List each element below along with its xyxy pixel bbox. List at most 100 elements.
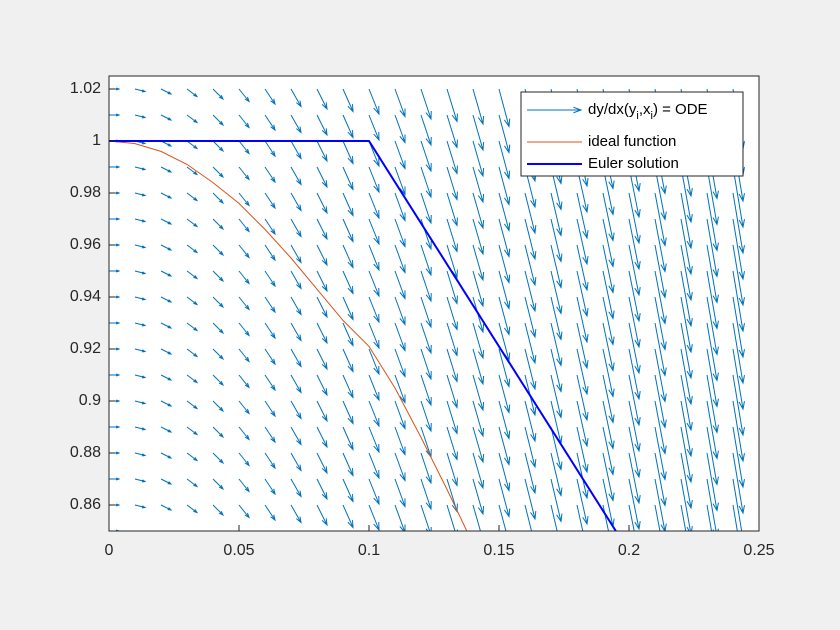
quiver-arrow bbox=[706, 192, 719, 252]
legend-label: dy/dx(yi,xi) = ODE bbox=[588, 101, 708, 122]
quiver-arrow bbox=[342, 504, 354, 529]
quiver-arrow bbox=[550, 348, 563, 393]
quiver-arrow bbox=[212, 452, 225, 465]
quiver-arrow bbox=[680, 452, 693, 510]
quiver-arrow bbox=[576, 374, 589, 422]
quiver-arrow bbox=[680, 374, 693, 432]
quiver-arrow bbox=[472, 140, 485, 178]
quiver-arrow bbox=[212, 166, 225, 179]
quiver-arrow bbox=[186, 426, 199, 436]
quiver-arrow bbox=[654, 244, 667, 299]
quiver-arrow bbox=[316, 452, 328, 475]
quiver-arrow bbox=[316, 192, 328, 215]
quiver-arrow bbox=[446, 348, 458, 383]
quiver-arrow bbox=[290, 426, 302, 446]
quiver-arrow bbox=[524, 348, 537, 391]
quiver-arrow bbox=[134, 504, 147, 509]
quiver-arrow bbox=[524, 244, 537, 287]
quiver-arrow bbox=[394, 218, 406, 248]
quiver-arrow bbox=[290, 452, 302, 472]
quiver-arrow bbox=[628, 400, 641, 453]
quiver-arrow bbox=[421, 530, 422, 531]
quiver-arrow bbox=[316, 322, 328, 345]
quiver-arrow bbox=[446, 114, 458, 149]
quiver-arrow bbox=[446, 400, 458, 435]
y-tick-label: 0.88 bbox=[70, 444, 101, 461]
quiver-arrow bbox=[576, 348, 589, 396]
quiver-arrow bbox=[238, 270, 250, 285]
quiver-arrow bbox=[134, 114, 147, 119]
quiver-arrow bbox=[576, 426, 589, 474]
quiver-arrow bbox=[472, 504, 481, 531]
quiver-arrow bbox=[628, 374, 641, 427]
quiver-arrow bbox=[472, 478, 485, 516]
quiver-arrow bbox=[394, 270, 406, 300]
quiver-arrow bbox=[290, 140, 302, 160]
quiver-arrow bbox=[602, 426, 615, 476]
quiver-arrow bbox=[524, 322, 537, 365]
quiver-arrow bbox=[551, 530, 552, 531]
quiver-arrow bbox=[212, 88, 225, 101]
quiver-arrow bbox=[654, 504, 661, 531]
quiver-arrow bbox=[212, 192, 225, 205]
quiver-arrow bbox=[654, 478, 667, 531]
quiver-arrow bbox=[160, 88, 173, 95]
quiver-arrow bbox=[654, 348, 667, 403]
quiver-arrow bbox=[394, 114, 406, 144]
quiver-arrow bbox=[550, 192, 563, 237]
y-tick-label: 1.02 bbox=[70, 80, 101, 97]
legend-label: ideal function bbox=[588, 133, 676, 150]
quiver-arrow bbox=[420, 244, 432, 277]
quiver-arrow bbox=[134, 218, 147, 223]
quiver-arrow bbox=[472, 218, 485, 256]
quiver-arrow bbox=[212, 348, 225, 361]
quiver-arrow bbox=[368, 192, 380, 220]
quiver-arrow bbox=[316, 166, 328, 189]
quiver-arrow bbox=[212, 140, 225, 153]
quiver-arrow bbox=[758, 115, 759, 119]
quiver-arrow bbox=[264, 244, 276, 262]
quiver-arrow bbox=[576, 270, 589, 318]
quiver-arrow bbox=[212, 296, 225, 309]
quiver-arrow bbox=[447, 530, 448, 531]
x-tick-label: 0.15 bbox=[483, 542, 514, 559]
quiver-arrow bbox=[576, 478, 589, 526]
quiver-arrow bbox=[290, 348, 302, 368]
x-tick-label: 0.1 bbox=[358, 542, 380, 559]
quiver-arrow bbox=[706, 478, 719, 531]
x-tick-label: 0.2 bbox=[618, 542, 640, 559]
quiver-arrow bbox=[291, 530, 292, 531]
quiver-arrow bbox=[109, 425, 121, 429]
quiver-arrow bbox=[134, 348, 147, 353]
quiver-arrow bbox=[186, 140, 199, 150]
quiver-arrow bbox=[160, 504, 173, 511]
quiver-arrow bbox=[628, 244, 641, 297]
quiver-arrow bbox=[212, 270, 225, 283]
quiver-arrow bbox=[498, 426, 511, 466]
quiver-arrow bbox=[732, 296, 745, 359]
quiver-arrow bbox=[186, 244, 199, 254]
quiver-arrow bbox=[265, 530, 266, 531]
quiver-arrow bbox=[550, 478, 563, 523]
lines bbox=[109, 140, 618, 531]
quiver-arrow bbox=[654, 322, 667, 377]
quiver-arrow bbox=[706, 218, 719, 278]
quiver-arrow bbox=[264, 140, 276, 158]
y-tick-label: 0.86 bbox=[70, 496, 101, 513]
quiver-arrow bbox=[186, 452, 199, 462]
quiver-arrow bbox=[368, 114, 380, 142]
quiver-arrow bbox=[758, 401, 759, 405]
quiver-arrow bbox=[238, 140, 250, 155]
quiver-arrow bbox=[290, 400, 302, 420]
quiver-arrow bbox=[420, 374, 432, 407]
quiver-arrow bbox=[342, 322, 354, 347]
quiver-arrow bbox=[603, 530, 604, 531]
quiver-arrow bbox=[628, 348, 641, 401]
quiver-arrow bbox=[134, 244, 147, 249]
quiver-arrow bbox=[706, 348, 719, 408]
quiver-arrow bbox=[550, 452, 563, 497]
quiver-arrow bbox=[343, 530, 344, 531]
y-tick-label: 0.9 bbox=[79, 392, 101, 409]
quiver-arrow bbox=[498, 192, 511, 232]
quiver-arrow bbox=[238, 218, 250, 233]
